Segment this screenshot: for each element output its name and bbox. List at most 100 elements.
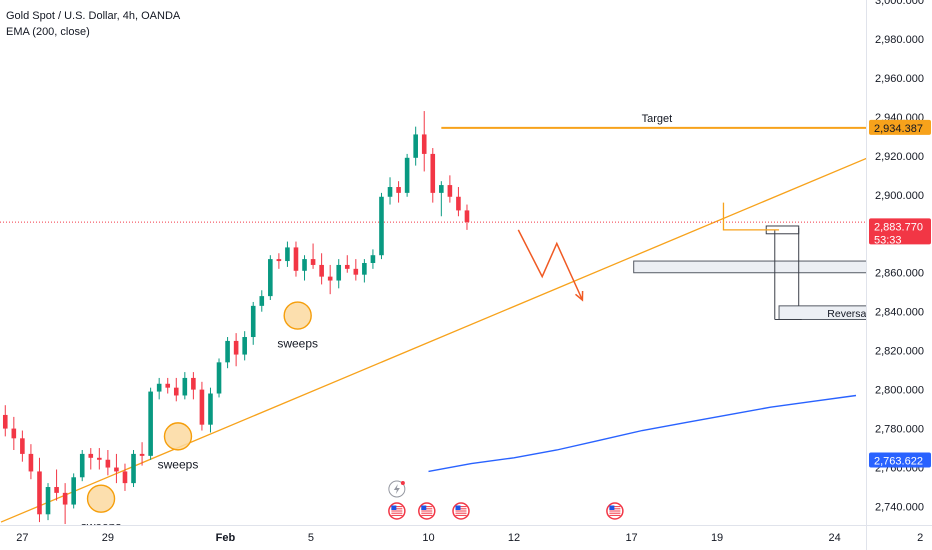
- candle-body: [114, 467, 119, 472]
- candle-body: [62, 492, 68, 505]
- bolt-icon: [393, 484, 400, 494]
- sweep-label: sweeps: [277, 337, 318, 351]
- candle: [413, 126, 418, 166]
- candle: [216, 358, 222, 398]
- projection-arrow: [517, 229, 584, 301]
- candle-body: [413, 134, 418, 158]
- candle: [404, 153, 410, 197]
- zone-box: [633, 260, 866, 274]
- candle-body: [310, 259, 316, 265]
- candle-body: [285, 247, 290, 262]
- candle-body: [370, 255, 376, 263]
- us-flag-icon: [452, 502, 470, 520]
- candle-body: [148, 391, 153, 456]
- sweep-circle: [283, 301, 312, 330]
- candle-body: [216, 362, 222, 394]
- candle: [439, 181, 444, 217]
- candle: [28, 444, 34, 480]
- candle: [191, 372, 196, 400]
- candle: [233, 333, 239, 367]
- candle: [421, 111, 427, 172]
- candle: [165, 377, 171, 394]
- candle: [2, 405, 8, 437]
- x-tick-label: 27: [16, 532, 28, 544]
- candle: [225, 337, 230, 369]
- candle-body: [447, 185, 453, 197]
- candle-body: [122, 471, 128, 484]
- y-tick-label: 2,800.000: [875, 385, 924, 397]
- candle: [456, 187, 461, 217]
- event-dot: [400, 481, 405, 485]
- plot-area: Target Reversal Area sweeps sweeps sweeps: [0, 111, 866, 534]
- y-tick-label: 2,780.000: [875, 424, 924, 436]
- candle-body: [430, 153, 436, 193]
- candle: [396, 181, 401, 203]
- candle: [379, 192, 384, 260]
- candle: [139, 442, 145, 466]
- candle: [276, 253, 282, 269]
- y-tick-label: 2,840.000: [875, 307, 924, 319]
- candle-body: [165, 383, 171, 388]
- candle: [105, 450, 111, 476]
- candle: [362, 259, 367, 283]
- indicator-title: EMA (200, close): [6, 26, 90, 38]
- x-tick-label: 12: [508, 532, 520, 544]
- candle-body: [268, 259, 273, 297]
- candle-body: [327, 276, 333, 281]
- candle-body: [464, 210, 470, 223]
- candle-body: [199, 389, 205, 425]
- candle-body: [182, 377, 188, 396]
- y-tick-label: 3,000.000: [875, 0, 924, 7]
- candle: [353, 259, 359, 281]
- range-bracket: [722, 202, 780, 231]
- candle-body: [353, 268, 359, 275]
- candle-body: [456, 196, 461, 211]
- candle-body: [293, 247, 299, 271]
- candle: [62, 483, 68, 525]
- flag-canton: [455, 505, 461, 510]
- flag-canton: [391, 505, 397, 510]
- trendline: [0, 157, 866, 523]
- target-label: Target: [642, 113, 673, 125]
- sweep-label: sweeps: [158, 457, 199, 471]
- candle-body: [404, 157, 410, 193]
- candle: [97, 448, 102, 470]
- candle: [293, 241, 299, 277]
- candle: [242, 331, 247, 361]
- candle: [148, 387, 153, 460]
- x-tick-label: 24: [829, 532, 841, 544]
- candle-body: [191, 377, 196, 390]
- y-tick-label: 2,860.000: [875, 268, 924, 280]
- zone-box: [778, 305, 866, 320]
- candle-body: [208, 393, 213, 425]
- x-tick-label: 19: [711, 532, 723, 544]
- candle-body: [421, 134, 427, 154]
- sweep-label: sweeps: [81, 520, 122, 534]
- candle-body: [439, 185, 444, 193]
- candle-body: [131, 453, 136, 484]
- candle: [268, 255, 273, 301]
- candle-body: [362, 263, 367, 275]
- candle: [122, 463, 128, 491]
- symbol-title: Gold Spot / U.S. Dollar, 4h, OANDA: [6, 10, 181, 22]
- candle-body: [250, 305, 256, 338]
- flag-canton: [421, 505, 427, 510]
- candle-body: [54, 487, 59, 493]
- y-tick-label: 2,960.000: [875, 73, 924, 85]
- candle-body: [396, 187, 401, 193]
- sweep-circle: [163, 422, 193, 451]
- candle: [37, 457, 42, 523]
- candle-body: [20, 438, 25, 454]
- ema-200-line: [428, 394, 857, 473]
- current-price-tag-bg: [869, 218, 931, 245]
- x-tick-label: 10: [422, 532, 434, 544]
- current-price-tag: 53:33: [874, 234, 902, 246]
- candle: [336, 259, 342, 289]
- y-tick-label: 2,900.000: [875, 190, 924, 202]
- candle-body: [173, 387, 179, 396]
- candle: [447, 175, 453, 203]
- candle-body: [242, 337, 247, 355]
- candle: [173, 377, 179, 402]
- candle: [464, 204, 470, 230]
